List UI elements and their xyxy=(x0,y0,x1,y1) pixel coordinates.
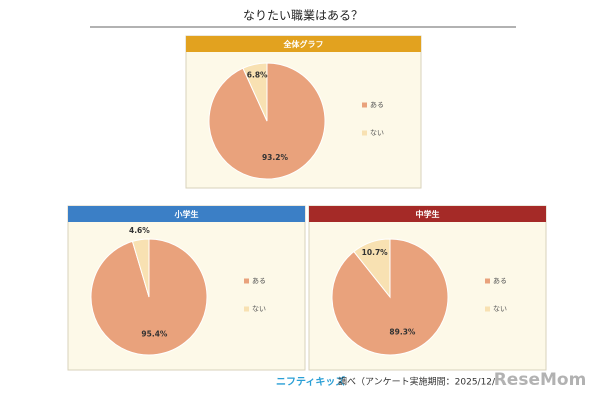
slice-label: 6.8% xyxy=(247,71,268,80)
pie-slice xyxy=(242,62,268,122)
footer-note: 調べ（アンケート実施期間：2025/12/ xyxy=(338,376,496,388)
legend-label: ある xyxy=(252,277,266,285)
legend-label: ない xyxy=(493,305,507,313)
pie-slice xyxy=(131,238,150,298)
legend-label: ない xyxy=(252,305,266,313)
footer-brand: ニフティキッズ xyxy=(276,375,345,388)
watermark: ReseMom xyxy=(494,370,587,390)
slice-label: 4.6% xyxy=(129,226,150,235)
legend-label: ある xyxy=(493,277,507,285)
panel-header xyxy=(309,206,546,222)
pie-slice xyxy=(353,238,391,299)
panel-header xyxy=(186,36,421,52)
legend-swatch xyxy=(244,278,249,284)
panel-header xyxy=(68,206,305,222)
slice-label: 93.2% xyxy=(262,153,289,162)
panel-title: 全体グラフ xyxy=(283,39,324,49)
legend-swatch xyxy=(485,278,490,284)
legend-label: ない xyxy=(370,129,384,137)
slice-label: 89.3% xyxy=(389,328,416,337)
slice-label: 95.4% xyxy=(141,329,168,338)
legend-swatch xyxy=(485,306,490,312)
legend-label: ある xyxy=(370,101,384,109)
legend-swatch xyxy=(244,306,249,312)
legend-swatch xyxy=(362,130,367,136)
panel-title: 小学生 xyxy=(174,209,199,219)
slice-label: 10.7% xyxy=(362,248,389,257)
page-title: なりたい職業はある？ xyxy=(243,9,363,23)
panel-title: 中学生 xyxy=(416,209,440,219)
legend-swatch xyxy=(362,102,367,108)
